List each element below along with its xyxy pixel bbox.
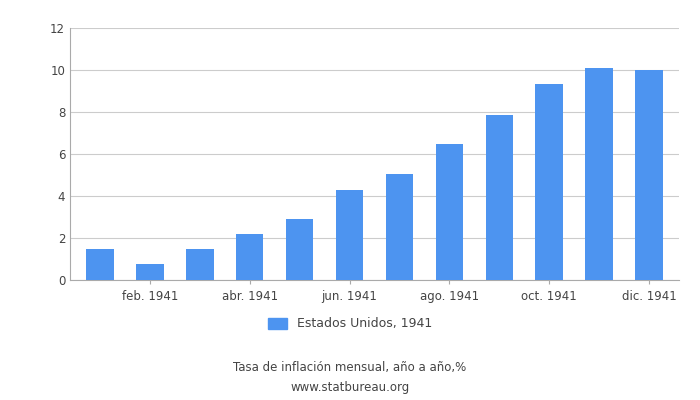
Bar bbox=[136, 264, 164, 280]
Bar bbox=[186, 248, 214, 280]
Text: www.statbureau.org: www.statbureau.org bbox=[290, 382, 410, 394]
Bar bbox=[336, 190, 363, 280]
Legend: Estados Unidos, 1941: Estados Unidos, 1941 bbox=[263, 312, 437, 336]
Bar bbox=[86, 248, 113, 280]
Bar bbox=[636, 70, 663, 280]
Bar bbox=[386, 174, 413, 280]
Bar bbox=[435, 144, 463, 280]
Bar bbox=[536, 84, 563, 280]
Bar bbox=[486, 115, 513, 280]
Text: Tasa de inflación mensual, año a año,%: Tasa de inflación mensual, año a año,% bbox=[233, 362, 467, 374]
Bar bbox=[286, 219, 314, 280]
Bar bbox=[236, 234, 263, 280]
Bar bbox=[585, 68, 613, 280]
